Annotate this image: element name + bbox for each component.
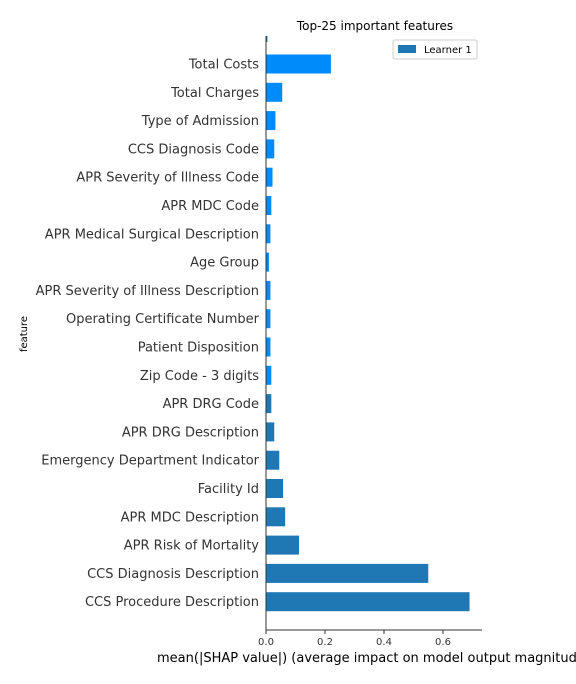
x-tick-label: 0.4: [376, 637, 392, 648]
bar-type-of-admission-series-2: [266, 111, 276, 131]
bar-zip-code-3-digits-series-2: [266, 365, 272, 385]
bar-patient-disposition-series-2: [266, 337, 271, 357]
category-label-operating-certificate-number: Operating Certificate Number: [66, 312, 260, 327]
legend-swatch: [398, 45, 416, 53]
bar-apr-mdc-description-learner-1: [266, 507, 286, 527]
category-label-apr-medical-surgical-description: APR Medical Surgical Description: [45, 227, 259, 242]
chart-title: Top-25 important features: [296, 19, 453, 33]
bar-total-charges-series-2: [266, 82, 283, 102]
bar-apr-severity-of-illness-description-series-2: [266, 280, 271, 300]
bar-ccs-procedure-description-learner-1: [266, 592, 470, 612]
category-label-age-group: Age Group: [190, 256, 259, 271]
category-label-apr-severity-of-illness-description: APR Severity of Illness Description: [36, 284, 259, 299]
category-label-zip-code-3-digits: Zip Code - 3 digits: [140, 369, 259, 384]
x-axis-label: mean(|SHAP value|) (average impact on mo…: [157, 651, 576, 666]
bars-group: [266, 36, 470, 612]
category-label-apr-mdc-code: APR MDC Code: [161, 199, 259, 214]
category-label-patient-disposition: Patient Disposition: [138, 341, 259, 356]
category-label-apr-severity-of-illness-code: APR Severity of Illness Code: [76, 171, 259, 186]
bar-apr-mdc-code-series-2: [266, 196, 272, 215]
bar-ccs-diagnosis-description-learner-1: [266, 563, 429, 583]
category-label-apr-drg-code: APR DRG Code: [163, 397, 259, 412]
category-label-apr-risk-of-mortality: APR Risk of Mortality: [124, 539, 260, 554]
legend: Learner 1: [392, 39, 478, 60]
bar-operating-certificate-number-series-2: [266, 309, 271, 329]
x-tick-label: 0.6: [435, 637, 451, 648]
bar-apr-severity-of-illness-code-series-2: [266, 167, 273, 187]
bar-emergency-department-indicator-learner-1: [266, 450, 280, 470]
bar-apr-drg-code-learner-1: [266, 394, 272, 414]
bar-apr-risk-of-mortality-learner-1: [266, 535, 300, 555]
bar-ccs-diagnosis-code-series-2: [266, 139, 275, 159]
y-axis-label: feature: [19, 316, 30, 352]
category-label-ccs-procedure-description: CCS Procedure Description: [85, 595, 259, 610]
bar-facility-id-learner-1: [266, 479, 284, 498]
category-label-total-charges: Total Charges: [170, 86, 259, 101]
x-tick-label: 0.0: [258, 637, 274, 648]
category-label-apr-drg-description: APR DRG Description: [122, 425, 259, 440]
legend-frame: [392, 39, 478, 60]
category-label-total-costs: Total Costs: [188, 58, 259, 73]
x-tick-label: 0.2: [317, 637, 333, 648]
category-label-ccs-diagnosis-description: CCS Diagnosis Description: [87, 567, 259, 582]
bar-total-costs-series-2: [266, 54, 331, 74]
bar-apr-drg-description-learner-1: [266, 422, 275, 442]
category-label-apr-mdc-description: APR MDC Description: [121, 510, 259, 525]
category-label-type-of-admission: Type of Admission: [141, 114, 259, 129]
category-label-emergency-department-indicator: Emergency Department Indicator: [41, 454, 259, 469]
legend-label-learner-1: Learner 1: [424, 45, 472, 56]
category-label-facility-id: Facility Id: [198, 482, 259, 497]
bar-age-group-series-2: [266, 252, 269, 272]
bar-apr-medical-surgical-description-series-2: [266, 224, 271, 244]
category-labels: Total Costs Total Charges Type of Admissio…: [36, 58, 260, 611]
bar-top-edge: [266, 36, 268, 42]
category-label-ccs-diagnosis-code: CCS Diagnosis Code: [128, 142, 259, 157]
x-ticks: 0.0 0.2 0.4 0.6: [258, 630, 451, 648]
